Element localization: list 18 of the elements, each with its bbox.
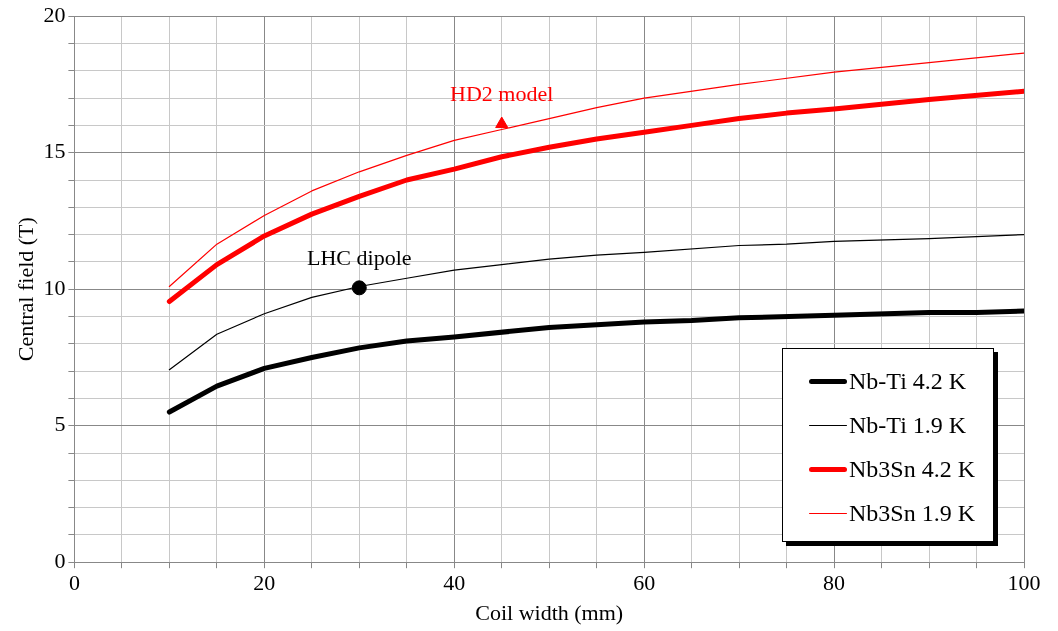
legend-label: Nb-Ti 1.9 K <box>848 411 967 439</box>
legend-label: Nb3Sn 4.2 K <box>848 455 975 483</box>
x-tick-label: 80 <box>823 570 846 596</box>
y-tick-label: 0 <box>54 547 66 573</box>
y-tick-label: 10 <box>43 274 66 300</box>
y-tick-label: 15 <box>43 138 66 164</box>
legend-label: Nb3Sn 1.9 K <box>848 499 975 527</box>
annotation: HD2 model <box>450 80 554 106</box>
x-tick-label: 100 <box>1007 570 1041 596</box>
y-tick-label: 20 <box>43 1 66 27</box>
x-tick-label: 40 <box>443 570 466 596</box>
y-tick-label: 5 <box>54 411 66 437</box>
x-axis-title: Coil width (mm) <box>475 599 624 625</box>
legend-label: Nb-Ti 4.2 K <box>848 367 967 395</box>
y-axis-title: Central field (T) <box>12 217 38 362</box>
annotation: LHC dipole <box>307 244 412 270</box>
x-tick-label: 20 <box>253 570 276 596</box>
x-tick-label: 60 <box>633 570 656 596</box>
